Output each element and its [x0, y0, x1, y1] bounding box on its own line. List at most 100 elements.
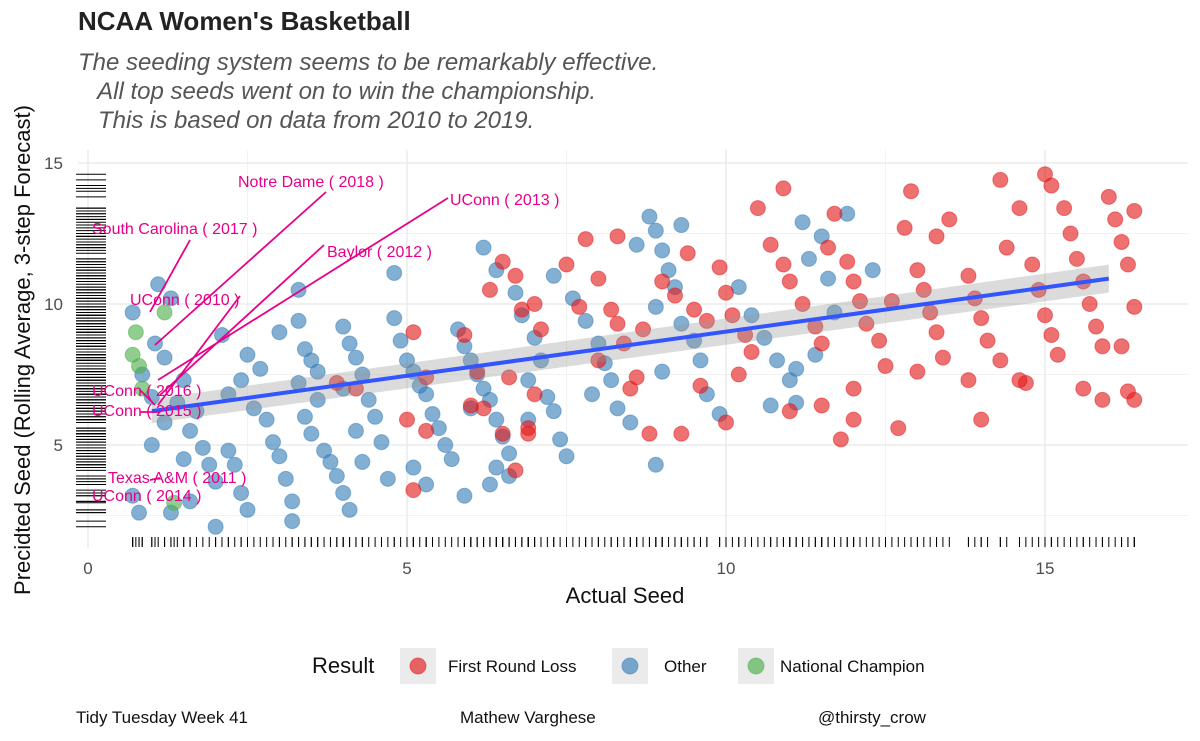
point-other [156, 349, 173, 366]
point-first-round-loss [577, 231, 594, 248]
point-first-round-loss [1049, 346, 1066, 363]
legend-key-national-champion [747, 657, 765, 675]
point-other [207, 473, 224, 490]
point-other [386, 264, 403, 281]
point-first-round-loss [820, 239, 837, 256]
point-first-round-loss [520, 425, 537, 442]
point-first-round-loss [673, 425, 690, 442]
point-other [379, 470, 396, 487]
point-first-round-loss [1094, 391, 1111, 408]
legend-label: Other [664, 657, 707, 676]
point-first-round-loss [590, 352, 607, 369]
point-other [456, 487, 473, 504]
point-first-round-loss [1113, 338, 1130, 355]
annotation-leader-line [149, 239, 191, 313]
point-other [341, 501, 358, 518]
point-other [545, 403, 562, 420]
point-other [443, 451, 460, 468]
point-other [271, 324, 288, 341]
point-other [143, 437, 160, 453]
point-first-round-loss [903, 183, 920, 200]
annotation-label: UConn ( 2013 ) [450, 192, 559, 209]
point-other [245, 400, 262, 417]
point-other [762, 397, 779, 414]
point-other [124, 304, 141, 321]
annotation-leader-line [139, 389, 156, 406]
caption-author: Mathew Varghese [460, 708, 596, 727]
point-first-round-loss [711, 259, 728, 276]
point-other [146, 335, 163, 352]
point-other [520, 372, 537, 389]
point-other [654, 242, 671, 259]
point-other [322, 453, 339, 470]
point-first-round-loss [973, 310, 990, 327]
point-first-round-loss [1024, 256, 1041, 273]
point-first-round-loss [507, 267, 524, 284]
point-other [367, 408, 384, 425]
point-first-round-loss [654, 273, 671, 290]
point-other [220, 442, 237, 459]
point-first-round-loss [1075, 380, 1092, 397]
point-other [392, 332, 409, 349]
point-first-round-loss [1088, 318, 1105, 335]
point-first-round-loss [909, 262, 926, 279]
point-other [335, 318, 352, 335]
annotation-leader-line [149, 477, 161, 481]
point-first-round-loss [845, 411, 862, 428]
point-other [239, 346, 256, 363]
point-other [800, 250, 817, 267]
point-first-round-loss [1107, 211, 1124, 228]
point-other [347, 349, 364, 366]
point-first-round-loss [1081, 296, 1098, 312]
point-first-round-loss [813, 397, 830, 414]
point-national-champion [134, 380, 151, 397]
point-first-round-loss [532, 321, 549, 338]
point-first-round-loss [718, 414, 734, 431]
point-first-round-loss [635, 321, 652, 338]
point-first-round-loss [941, 211, 958, 228]
chart-title: NCAA Women's Basketball [78, 6, 411, 36]
point-first-round-loss [794, 296, 811, 312]
point-first-round-loss [813, 335, 830, 352]
point-first-round-loss [1100, 188, 1117, 205]
point-first-round-loss [666, 287, 683, 304]
point-other [252, 360, 269, 377]
caption-week: Tidy Tuesday Week 41 [76, 708, 248, 727]
subtitle-line-3: This is based on data from 2010 to 2019. [98, 107, 535, 134]
subtitle-line-2: All top seeds went on to win the champio… [97, 78, 597, 105]
point-national-champion [166, 494, 183, 511]
y-tick-label: 15 [44, 154, 63, 173]
point-other [558, 448, 575, 465]
point-other [692, 352, 709, 369]
point-first-round-loss [960, 267, 977, 284]
point-other [584, 386, 601, 403]
point-other [182, 493, 199, 510]
point-other [124, 487, 141, 504]
point-first-round-loss [1056, 200, 1073, 217]
point-first-round-loss [928, 228, 945, 245]
point-other [647, 222, 664, 239]
point-first-round-loss [501, 369, 518, 386]
point-other [277, 470, 294, 487]
legend-key-first-round-loss [409, 657, 427, 675]
point-first-round-loss [1068, 250, 1085, 267]
point-first-round-loss [494, 425, 511, 442]
point-other [418, 386, 435, 403]
point-other [488, 459, 505, 476]
point-other [507, 284, 524, 301]
point-first-round-loss [832, 431, 849, 448]
point-other [328, 468, 345, 485]
caption-handle: @thirsty_crow [818, 708, 926, 727]
point-other [239, 501, 256, 518]
point-other [373, 434, 390, 451]
point-other [296, 408, 313, 425]
point-first-round-loss [915, 281, 932, 298]
point-first-round-loss [609, 315, 626, 332]
point-other [233, 372, 250, 389]
point-other [341, 335, 358, 352]
legend-label: National Champion [780, 657, 925, 676]
annotation-label: Texas A&M ( 2011 ) [108, 470, 246, 487]
point-first-round-loss [1126, 391, 1143, 408]
point-first-round-loss [724, 307, 741, 324]
